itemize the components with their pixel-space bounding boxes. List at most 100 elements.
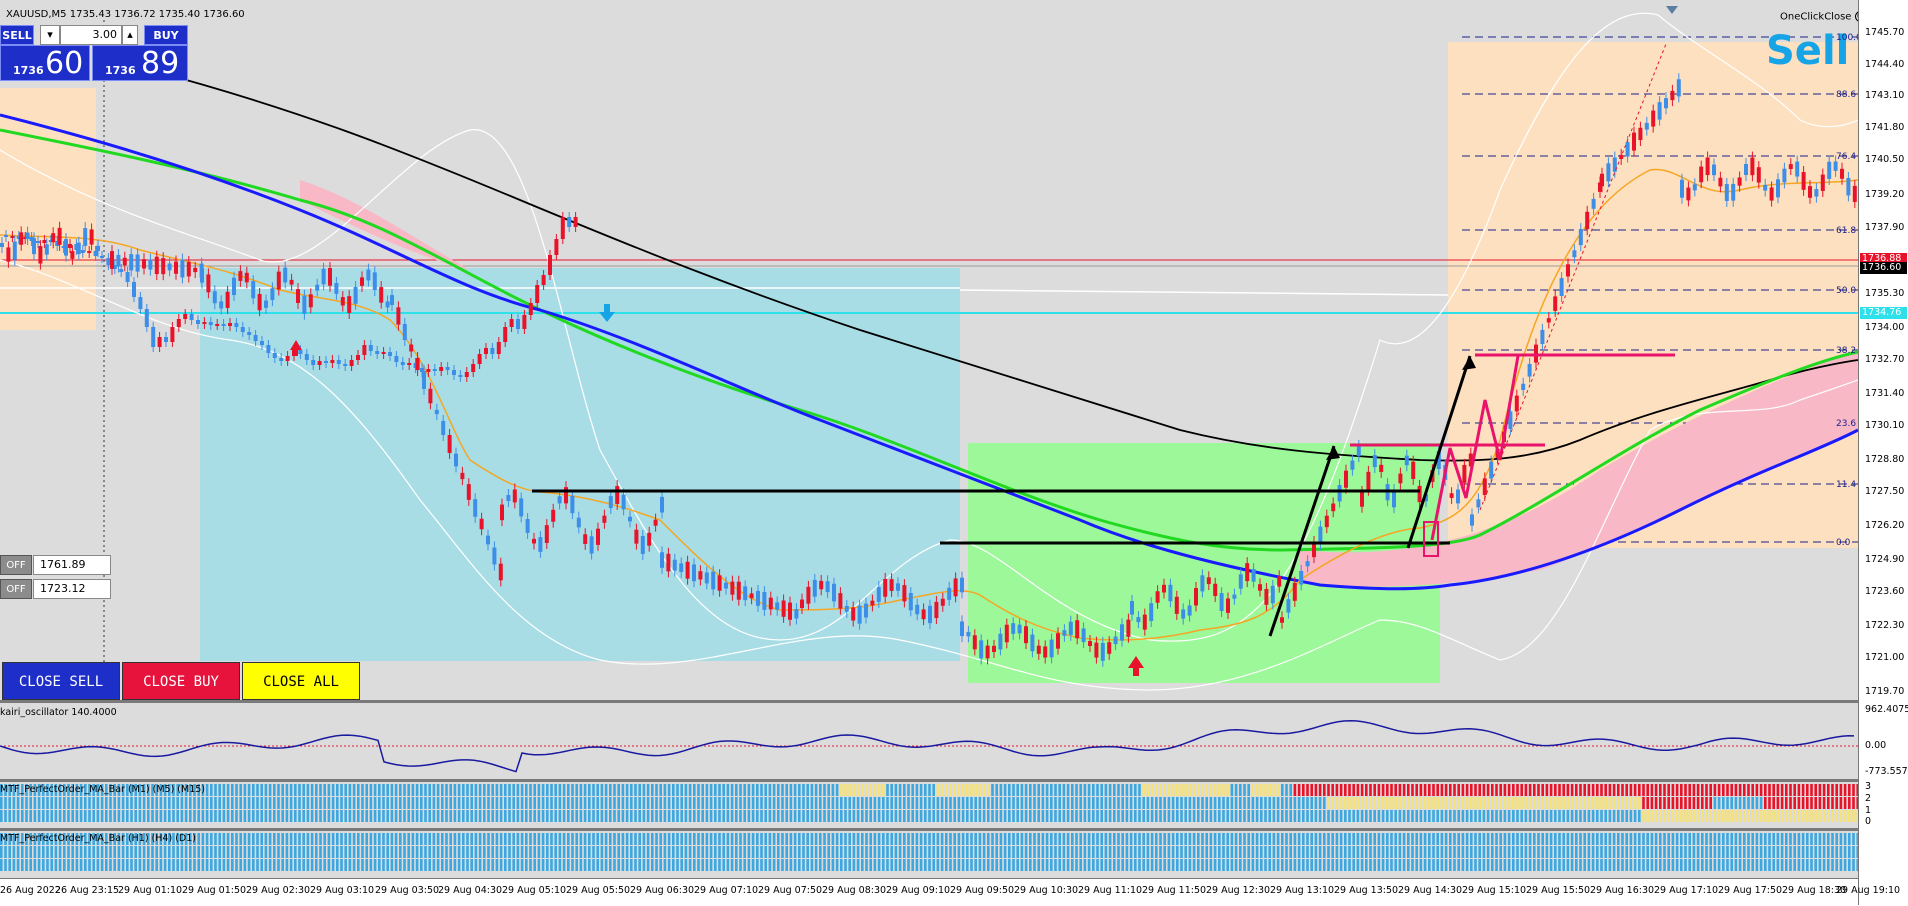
mtf1-bar bbox=[1663, 797, 1666, 809]
pane-separator-3[interactable] bbox=[0, 828, 1858, 831]
candle-body bbox=[876, 587, 881, 602]
mtf1-bar bbox=[50, 784, 53, 796]
price-label: 1745.70 bbox=[1865, 27, 1905, 38]
mtf1-bar bbox=[294, 784, 297, 796]
mtf1-bar bbox=[1554, 797, 1557, 809]
mtf1-bar bbox=[319, 784, 322, 796]
mtf2-bar bbox=[1554, 846, 1557, 858]
mtf1-bar bbox=[50, 797, 53, 809]
mtf2-bar bbox=[634, 833, 637, 845]
mtf1-bar bbox=[525, 784, 528, 796]
mtf2-bar bbox=[1054, 846, 1057, 858]
level-2-input[interactable]: 1723.12 bbox=[33, 579, 111, 599]
mtf2-bar bbox=[1293, 846, 1297, 858]
mtf-perfect-order-bar-pane-1[interactable] bbox=[0, 782, 1858, 828]
level-1-input[interactable]: 1761.89 bbox=[33, 555, 111, 575]
sell-price-box[interactable]: 1736 60 bbox=[0, 45, 90, 81]
mtf1-bar bbox=[802, 784, 805, 796]
one-click-close-label[interactable]: OneClickClose ☺ bbox=[1780, 11, 1866, 23]
mtf2-bar bbox=[373, 859, 377, 871]
candle-body bbox=[1699, 166, 1704, 183]
mtf1-bar bbox=[1537, 810, 1540, 822]
lot-size-input[interactable]: 3.00 bbox=[60, 25, 122, 45]
mtf1-bar bbox=[1096, 797, 1099, 809]
mtf2-bar bbox=[1415, 859, 1418, 871]
price-chart-canvas[interactable] bbox=[0, 0, 1858, 700]
time-axis[interactable]: 26 Aug 2022 26 Aug 23:15 29 Aug 01:10 29 Au… bbox=[0, 878, 1900, 906]
mtf1-bar bbox=[1348, 784, 1351, 796]
mtf1-bar bbox=[1142, 810, 1145, 822]
mtf2-bar bbox=[1432, 846, 1435, 858]
mtf1-bar bbox=[1314, 810, 1318, 822]
mtf1-bar bbox=[1268, 810, 1271, 822]
mtf1-bar bbox=[739, 810, 742, 822]
mtf1-bar bbox=[1482, 810, 1486, 822]
candle-body bbox=[1017, 624, 1022, 634]
mtf2-bar bbox=[4, 859, 7, 871]
mtf2-bar bbox=[1684, 859, 1687, 871]
mtf1-bar bbox=[1780, 797, 1784, 809]
mtf2-bar bbox=[1570, 859, 1574, 871]
mtf2-bar bbox=[1495, 833, 1498, 845]
lot-down-button[interactable]: ▾ bbox=[40, 25, 60, 45]
mtf1-bar bbox=[907, 784, 910, 796]
mtf1-bar bbox=[180, 810, 184, 822]
mtf1-bar bbox=[970, 797, 973, 809]
price-label: 1743.10 bbox=[1865, 90, 1905, 101]
mtf1-bar bbox=[1071, 810, 1074, 822]
mtf2-bar bbox=[1188, 859, 1192, 871]
mtf1-bar bbox=[701, 810, 704, 822]
mtf2-bar bbox=[1415, 846, 1418, 858]
sell-button[interactable]: SELL bbox=[0, 25, 34, 45]
mtf2-bar bbox=[1755, 859, 1759, 871]
mtf2-bar bbox=[1016, 846, 1019, 858]
mtf2-bar bbox=[1373, 859, 1376, 871]
mtf1-bar bbox=[235, 810, 238, 822]
mtf1-bar bbox=[1377, 784, 1381, 796]
mtf2-bar bbox=[1764, 859, 1767, 871]
mtf2-bar bbox=[919, 859, 923, 871]
mtf2-bar bbox=[441, 846, 444, 858]
mtf1-bar bbox=[533, 784, 536, 796]
mtf2-bar bbox=[852, 846, 856, 858]
mtf1-bar bbox=[1793, 784, 1796, 796]
mtf2-bar bbox=[533, 833, 536, 845]
ma-black bbox=[149, 69, 1858, 462]
mtf2-bar bbox=[1012, 833, 1015, 845]
pane-separator-1[interactable] bbox=[0, 700, 1858, 703]
mtf1-bar bbox=[630, 784, 633, 796]
mtf1-bar bbox=[1558, 797, 1561, 809]
mtf1-bar bbox=[575, 784, 578, 796]
mtf2-bar bbox=[1667, 846, 1670, 858]
kairi-oscillator-pane[interactable] bbox=[0, 703, 1858, 779]
mtf2-bar bbox=[1491, 859, 1494, 871]
candle-body bbox=[445, 367, 450, 370]
price-scale[interactable]: 1745.70 1744.40 1743.10 1741.80 1740.50 1739.… bbox=[1858, 0, 1908, 905]
mtf2-bar bbox=[193, 859, 196, 871]
candle-body bbox=[1776, 179, 1780, 198]
mtf2-bar bbox=[1688, 846, 1691, 858]
level-2-off-button[interactable]: OFF bbox=[0, 579, 32, 599]
candle-body bbox=[80, 250, 85, 253]
mtf1-bar bbox=[1625, 797, 1628, 809]
close-buy-button[interactable]: CLOSE BUY bbox=[122, 662, 240, 700]
buy-price-box[interactable]: 1736 89 bbox=[92, 45, 188, 81]
mtf-perfect-order-bar-pane-2[interactable] bbox=[0, 831, 1858, 878]
mtf1-bar bbox=[134, 797, 137, 809]
candle-body bbox=[806, 586, 811, 604]
lot-up-button[interactable]: ▴ bbox=[122, 25, 138, 45]
mtf1-bar bbox=[407, 797, 410, 809]
candle-body bbox=[343, 364, 348, 366]
mtf2-bar bbox=[844, 846, 847, 858]
close-all-button[interactable]: CLOSE ALL bbox=[242, 662, 360, 700]
mtf2-bar bbox=[932, 846, 935, 858]
mtf2-bar bbox=[1839, 833, 1843, 845]
pane-separator-2[interactable] bbox=[0, 779, 1858, 782]
mtf2-bar bbox=[630, 859, 633, 871]
close-sell-button[interactable]: CLOSE SELL bbox=[2, 662, 120, 700]
candle-body bbox=[189, 314, 194, 320]
level-1-off-button[interactable]: OFF bbox=[0, 555, 32, 575]
buy-button[interactable]: BUY bbox=[144, 25, 188, 45]
mtf2-bar bbox=[159, 859, 163, 871]
